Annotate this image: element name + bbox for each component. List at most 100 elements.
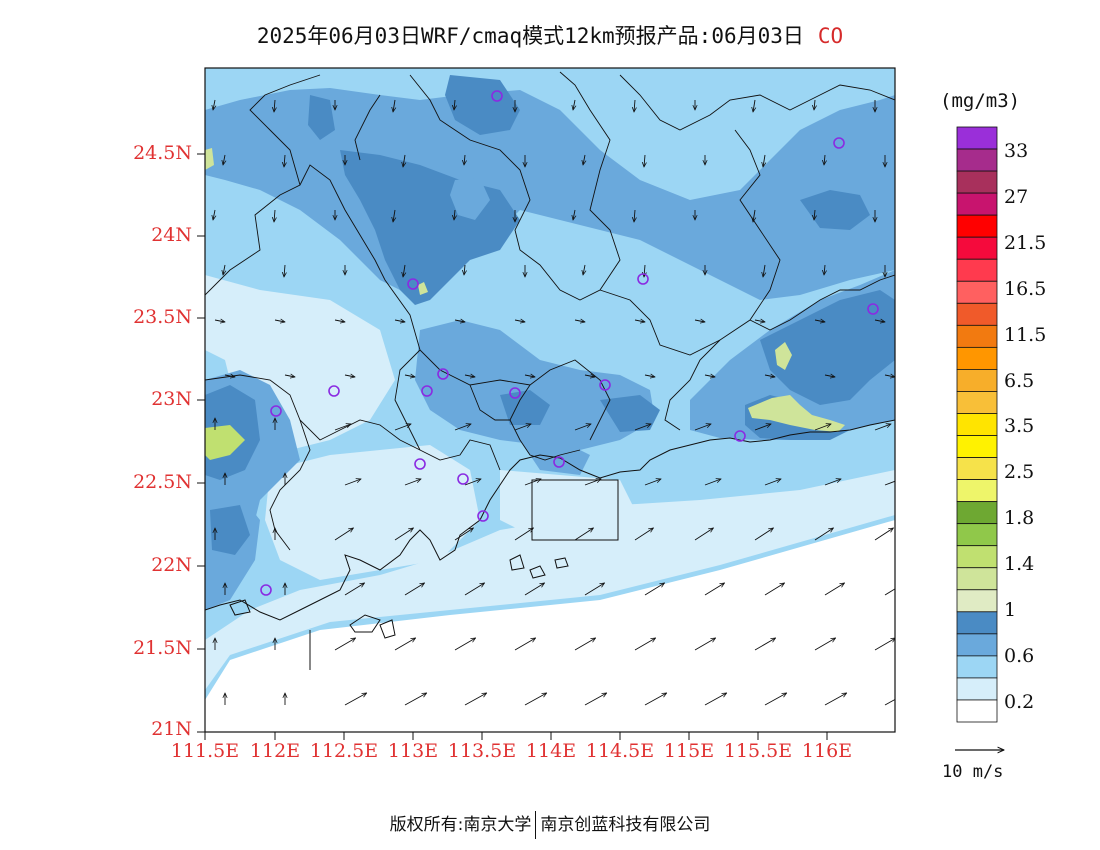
colorbar-swatch [956,148,998,172]
wind-arrow [824,375,835,377]
station-markers [260,90,879,596]
wind-arrow [584,693,607,706]
colorbar-swatch [956,346,998,370]
colorbar-swatch [956,677,998,701]
station-marker [328,385,340,397]
lon-label: 113.5E [447,740,517,762]
wind-arrow [763,264,765,277]
wind-arrow [394,424,411,431]
wind-arrow [634,424,651,431]
boundary-lines [205,71,895,551]
wind-arrow [404,479,421,486]
wind-arrow [464,375,475,377]
wind-arrow [334,320,345,322]
station-marker [414,458,426,470]
wind-arrow [404,693,427,706]
colorbar-swatch [956,545,998,569]
lat-label: 23N [151,388,192,410]
wind-arrow [814,320,825,322]
station-marker [867,303,879,315]
wind-arrow [574,638,596,651]
colorbar-label: 6.5 [1004,369,1035,392]
wind-arrow [753,99,755,112]
colorbar-swatch [956,324,998,348]
colorbar-swatch [956,611,998,635]
wind-arrow [514,638,536,651]
wind-arrow [884,375,895,377]
wind-vectors [213,99,895,706]
station-marker [833,137,845,149]
wind-arrow [344,375,355,377]
wind-arrow [874,528,893,541]
colorbar-swatch [956,523,998,547]
colorbar-swatch [956,391,998,414]
lat-label: 24N [151,224,192,246]
wind-arrow [814,99,815,110]
colorbar [956,126,998,723]
colorbar-swatch [956,479,998,503]
lon-label: 113E [387,740,439,762]
wind-arrow [814,638,836,651]
wind-arrow [694,320,705,322]
wind-arrow [574,424,591,431]
wind-arrow [574,320,585,322]
wind-arrow [874,424,891,431]
colorbar-label: 3.5 [1004,415,1035,438]
colorbar-label: 2.5 [1004,461,1035,484]
lat-label: 22.5N [133,471,192,493]
lat-label: 21.5N [133,637,192,659]
colorbar-swatch [956,699,998,723]
colorbar-swatch [956,633,998,657]
wind-arrow [464,583,485,596]
wind-arrow [704,375,715,377]
footer-divider [535,811,537,839]
wind-arrow [213,209,215,220]
wind-arrow [884,698,895,706]
wind-arrow [583,154,585,165]
colorbar-swatch [956,258,998,282]
wind-arrow [394,638,416,651]
lon-label: 115.5E [723,740,793,762]
wind-arrow [634,209,635,222]
wind-arrow [334,638,356,651]
wind-arrow [274,320,285,322]
wind-arrow [753,209,755,222]
colorbar-swatch [956,214,998,238]
wind-arrow [754,320,765,322]
wind-arrow [704,479,721,486]
colorbar-swatch [956,567,998,591]
wind-arrow [334,424,351,431]
wind-arrow [884,480,895,486]
wind-arrow [824,583,845,596]
wind-arrow [223,154,225,165]
lat-label: 24.5N [133,142,192,164]
wind-arrow [393,209,395,222]
lat-label: 21N [151,718,192,740]
lon-label: 112.5E [309,740,379,762]
station-marker [553,456,565,468]
wind-arrow [454,638,476,651]
colorbar-swatch [956,589,998,613]
colorbar-swatch [956,501,998,525]
wind-arrow [454,528,473,541]
wind-arrow [814,528,833,541]
wind-arrow [814,424,831,431]
colorbar-swatch [956,457,998,480]
lon-label: 115E [663,740,715,762]
lon-label: 112E [249,740,301,762]
wind-arrow [334,528,353,541]
copyright-company: 南京创蓝科技有限公司 [540,815,711,835]
wind-arrow [644,583,665,596]
wind-arrow [274,99,275,112]
wind-arrow [814,209,815,220]
wind-arrow [694,528,713,541]
wind-arrow [404,583,425,596]
wind-arrow [874,320,885,322]
station-marker [270,405,282,417]
lat-label: 22N [151,554,192,576]
wind-arrow [454,99,455,110]
colorbar-unit: (mg/m3) [940,90,1021,112]
copyright-owner: 版权所有:南京大学 [389,815,532,835]
wind-arrow [754,424,771,431]
wind-arrow [704,693,727,706]
